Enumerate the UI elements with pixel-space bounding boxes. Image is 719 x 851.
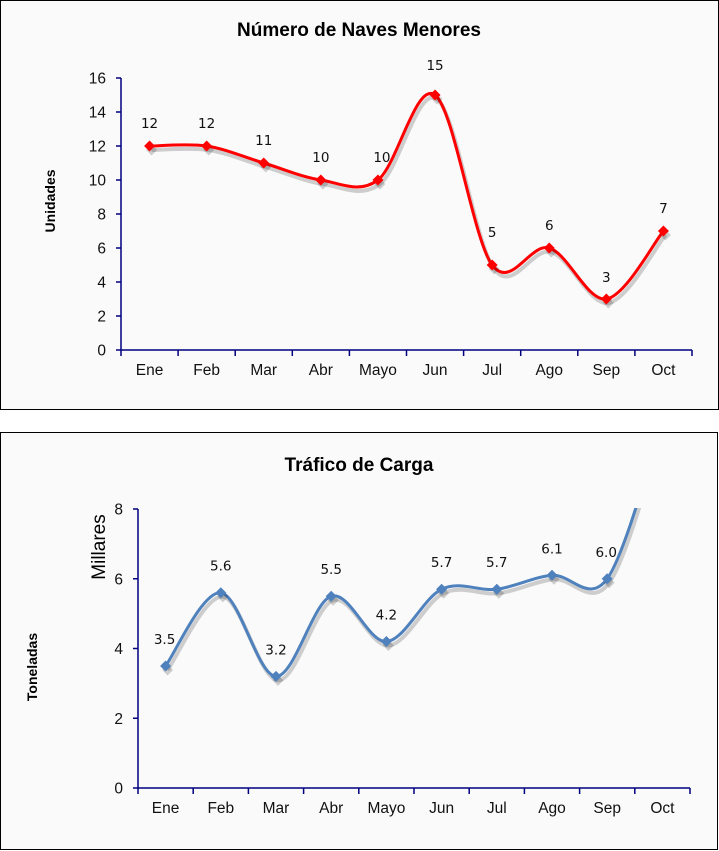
x-tick-label: Ene <box>136 362 164 379</box>
y-tick-label: 12 <box>89 139 106 156</box>
y-axis-title: Unidades <box>42 169 58 232</box>
data-label: 3 <box>602 270 611 286</box>
x-tick-label: Mayo <box>367 800 405 817</box>
data-point-feb <box>215 587 227 599</box>
data-label: 5.7 <box>431 555 452 571</box>
x-tick-label: Mayo <box>359 362 397 379</box>
x-tick-label: Ene <box>152 800 180 817</box>
data-point-ene <box>160 660 172 672</box>
data-point-jul <box>486 259 498 271</box>
data-label: 3.5 <box>154 632 175 648</box>
series-line <box>148 91 665 301</box>
x-tick-label: Ago <box>535 362 563 379</box>
x-tick-label: Jul <box>487 800 507 817</box>
data-point-mar <box>270 670 282 682</box>
data-point-mayo <box>372 174 384 186</box>
data-point-feb <box>201 140 213 152</box>
x-tick-label: Jun <box>429 800 454 817</box>
data-label: 5 <box>488 225 497 241</box>
chart-trafico-carga: Tráfico de Carga Toneladas Millares 0 2 4 6… <box>0 432 718 850</box>
data-label: 5.6 <box>210 559 231 575</box>
chart-title: Número de Naves Menores <box>237 20 481 41</box>
data-point-sep <box>600 293 612 305</box>
x-tick-label: Mar <box>263 800 290 817</box>
chart-naves-menores: Número de Naves Menores Unidades 0 2 4 6 8 10… <box>0 0 719 410</box>
x-tick-label: Ago <box>538 800 566 817</box>
y-tick-label: 2 <box>114 711 123 728</box>
data-label: 15 <box>426 58 443 74</box>
x-tick-label: Oct <box>650 800 675 817</box>
x-tick-label: Jul <box>482 362 502 379</box>
y-tick-label: 14 <box>89 105 107 122</box>
series-line-shadow <box>151 95 668 305</box>
data-label: 7 <box>659 201 668 217</box>
y-tick-label: 16 <box>89 71 106 88</box>
x-tick-label: Feb <box>207 800 234 817</box>
data-label: 10 <box>312 150 329 166</box>
y-axis-unit-label: Millares <box>89 514 110 579</box>
data-point-jun <box>436 583 448 595</box>
data-point-jun <box>429 89 441 101</box>
data-label: 5.7 <box>486 555 507 571</box>
data-point-mayo <box>380 636 392 648</box>
data-point-ago <box>543 242 555 254</box>
x-tick-label: Abr <box>319 800 343 817</box>
data-point-ago <box>546 569 558 581</box>
chart-title: Tráfico de Carga <box>285 455 434 476</box>
x-tick-label: Sep <box>593 362 621 379</box>
y-tick-label: 8 <box>97 207 106 224</box>
data-point-oct <box>657 225 669 237</box>
x-tick-label: Mar <box>250 362 277 379</box>
data-label: 10 <box>373 150 390 166</box>
y-tick-label: 4 <box>97 275 106 292</box>
data-point-jul <box>491 583 503 595</box>
data-point-mar <box>258 157 270 169</box>
data-label: 3.2 <box>265 642 286 658</box>
chart-trafico-carga-svg: Tráfico de Carga Toneladas Millares 0 2 4 6… <box>24 455 691 817</box>
x-tick-label: Jun <box>423 362 448 379</box>
data-label: 5.5 <box>320 562 341 578</box>
data-label: 4.2 <box>376 608 397 624</box>
y-tick-label: 0 <box>97 343 106 360</box>
series-line <box>164 508 638 678</box>
x-tick-label: Sep <box>593 800 621 817</box>
x-tick-label: Oct <box>651 362 676 379</box>
y-tick-label: 4 <box>114 641 123 658</box>
data-label: 11 <box>255 133 272 149</box>
data-label: 12 <box>198 116 215 132</box>
data-label: 6.1 <box>541 541 562 557</box>
y-tick-label: 10 <box>89 173 107 190</box>
data-label: 6 <box>545 218 554 234</box>
x-tick-label: Abr <box>309 362 333 379</box>
y-tick-label: 6 <box>97 241 106 258</box>
data-point-ene <box>144 140 156 152</box>
data-point-abr <box>325 590 337 602</box>
data-point-sep <box>601 573 613 585</box>
y-axis-title: Toneladas <box>24 633 40 701</box>
y-tick-label: 2 <box>97 309 106 326</box>
data-label: 12 <box>141 116 158 132</box>
y-tick-label: 8 <box>114 502 123 519</box>
y-tick-label: 6 <box>114 571 123 588</box>
data-label: 6.0 <box>595 545 616 561</box>
chart-naves-menores-svg: Número de Naves Menores Unidades 0 2 4 6 8 10… <box>42 20 693 379</box>
y-tick-label: 0 <box>114 781 123 798</box>
data-point-abr <box>315 174 327 186</box>
x-tick-label: Feb <box>193 362 220 379</box>
